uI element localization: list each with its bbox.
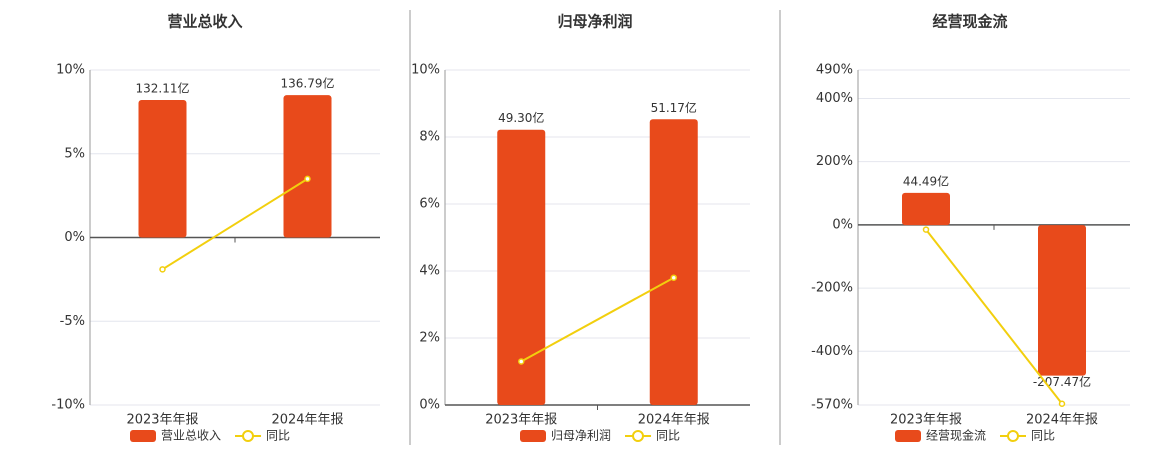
line-point — [1058, 400, 1066, 407]
y-tick-label: 0% — [419, 398, 440, 413]
y-tick-label: -400% — [811, 344, 853, 359]
line — [520, 276, 675, 363]
legend-swatch — [1007, 430, 1019, 442]
bar — [283, 95, 332, 238]
legend-swatch — [130, 430, 156, 442]
legend-swatch — [242, 430, 254, 442]
y-tick-label: 8% — [419, 130, 440, 145]
bar — [497, 129, 546, 405]
x-tick-label: 2024年年报 — [271, 413, 343, 428]
bar — [138, 100, 187, 238]
y-tick-label: 6% — [419, 197, 440, 212]
line-point — [922, 226, 930, 233]
y-tick-label: 10% — [411, 63, 440, 78]
legend-label: 营业总收入 — [161, 429, 221, 443]
line-point — [304, 175, 311, 183]
line-point — [670, 274, 677, 281]
line-point — [159, 266, 166, 273]
y-tick-label: -200% — [811, 281, 853, 296]
x-tick-label: 2023年年报 — [890, 413, 962, 428]
line — [161, 178, 309, 271]
legend-label: 同比 — [266, 429, 290, 443]
line-point — [518, 358, 525, 365]
value-label: 44.49亿 — [903, 173, 949, 188]
chart-title: 营业总收入 — [167, 13, 242, 31]
y-tick-label: 5% — [64, 146, 85, 161]
x-tick-label: 2024年年报 — [1026, 413, 1098, 428]
value-label: 136.79亿 — [281, 76, 335, 91]
legend-swatch — [632, 430, 644, 442]
y-tick-label: -570% — [811, 398, 853, 413]
bar — [649, 119, 698, 405]
chart-title: 经营现金流 — [932, 13, 1007, 31]
value-label: 49.30亿 — [498, 110, 544, 125]
y-tick-label: 400% — [816, 91, 853, 106]
bar — [902, 192, 950, 226]
y-tick-label: 490% — [816, 63, 853, 78]
y-tick-label: 4% — [419, 264, 440, 279]
chart-title: 归母净利润 — [557, 13, 632, 31]
legend-swatch — [895, 430, 921, 442]
legend-swatch — [520, 430, 546, 442]
x-tick-label: 2024年年报 — [638, 413, 710, 428]
y-tick-label: 0% — [64, 230, 85, 245]
x-tick-label: 2023年年报 — [485, 413, 557, 428]
value-label: 132.11亿 — [136, 81, 190, 96]
y-tick-label: 0% — [832, 217, 853, 232]
y-tick-label: -10% — [51, 398, 85, 413]
legend-label: 同比 — [1031, 429, 1055, 443]
line — [925, 228, 1063, 405]
legend-label: 经营现金流 — [926, 428, 986, 443]
value-label: 51.17亿 — [651, 100, 697, 115]
bar — [1038, 225, 1086, 376]
y-tick-label: 2% — [419, 331, 440, 346]
legend-label: 归母净利润 — [551, 429, 611, 443]
y-tick-label: -5% — [60, 314, 85, 329]
y-tick-label: 10% — [56, 63, 85, 78]
legend-label: 同比 — [656, 429, 680, 443]
y-tick-label: 200% — [816, 154, 853, 169]
x-tick-label: 2023年年报 — [126, 413, 198, 428]
